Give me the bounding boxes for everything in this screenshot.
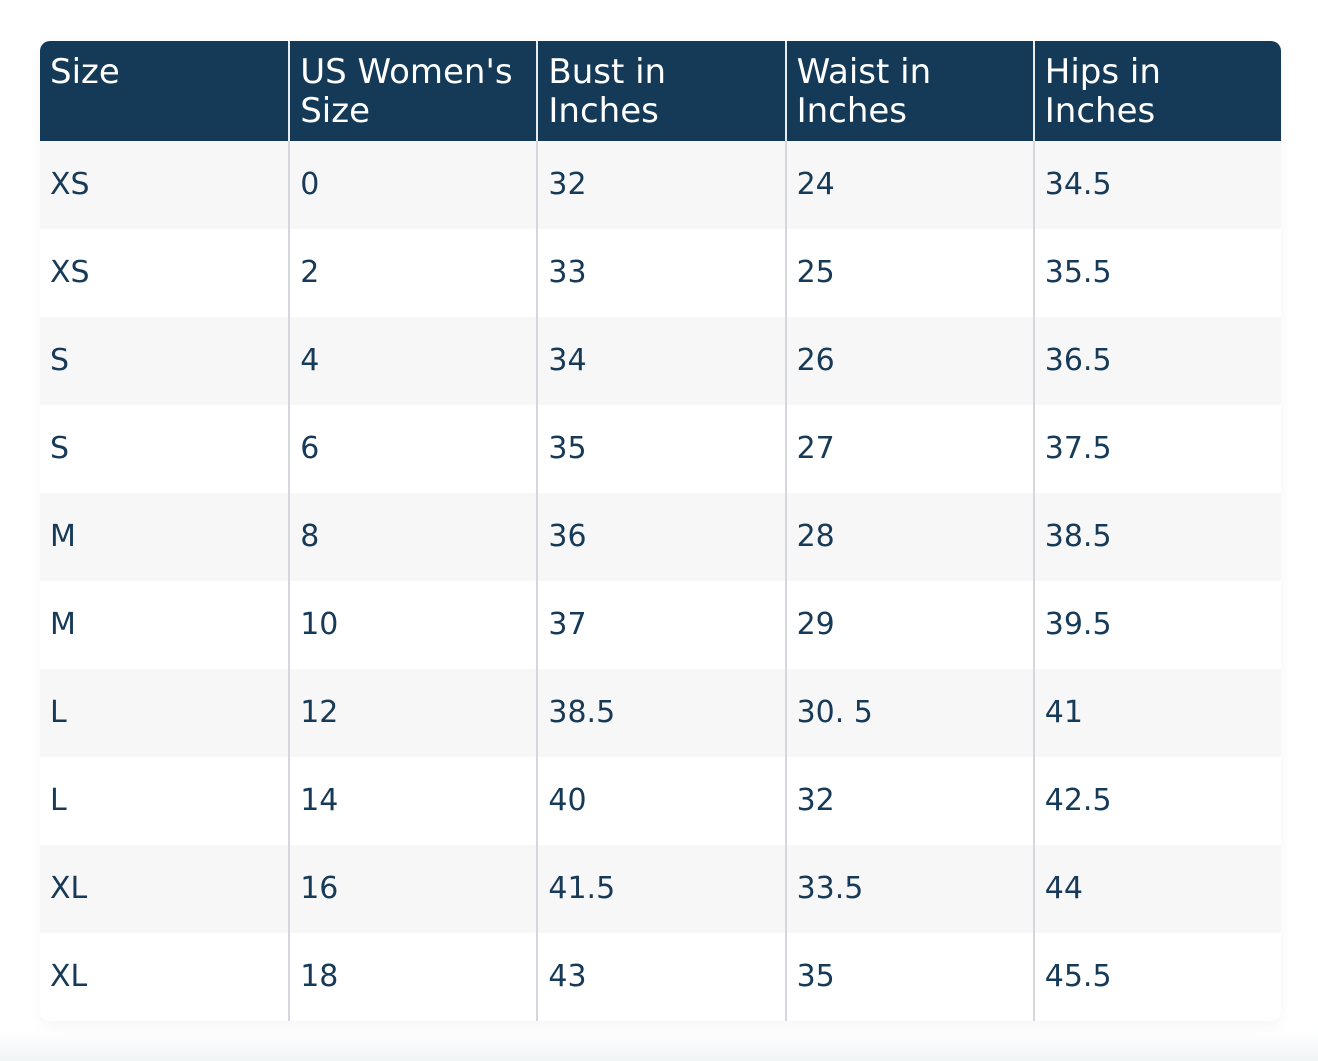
table-body: XS 0 32 24 34.5 XS 2 33 25 35.5 S 4 34 26 36.5 S 6 35 27 37… bbox=[40, 141, 1281, 1021]
header-cell: Hips in Inches bbox=[1032, 41, 1281, 141]
table-cell: 2 bbox=[288, 229, 536, 317]
table-cell: S bbox=[50, 431, 70, 466]
table-cell: 32 bbox=[784, 757, 1033, 845]
table-cell: L bbox=[50, 695, 67, 730]
table-cell: 39.5 bbox=[1032, 581, 1281, 669]
table-cell: 38.5 bbox=[536, 669, 784, 757]
table-cell: L bbox=[50, 783, 67, 818]
table-cell: M bbox=[50, 519, 76, 554]
table-row: S 4 34 26 36.5 bbox=[40, 317, 1281, 405]
table-cell: 37.5 bbox=[1032, 405, 1281, 493]
table-cell: 36 bbox=[536, 493, 784, 581]
table-cell: 14 bbox=[288, 757, 536, 845]
table-cell: XS bbox=[50, 167, 90, 202]
table-row: M 8 36 28 38.5 bbox=[40, 493, 1281, 581]
table-row: XS 0 32 24 34.5 bbox=[40, 141, 1281, 229]
header-cell: Size bbox=[50, 52, 120, 92]
table-cell: 34 bbox=[536, 317, 784, 405]
table-cell: 36.5 bbox=[1032, 317, 1281, 405]
table-cell: 29 bbox=[784, 581, 1033, 669]
table-cell: 40 bbox=[536, 757, 784, 845]
table-cell: 37 bbox=[536, 581, 784, 669]
table-cell: 4 bbox=[288, 317, 536, 405]
table-cell: 6 bbox=[288, 405, 536, 493]
table-cell: S bbox=[50, 343, 70, 378]
table-cell: 16 bbox=[288, 845, 536, 933]
table-row: XS 2 33 25 35.5 bbox=[40, 229, 1281, 317]
table-cell: XL bbox=[50, 871, 88, 906]
table-cell: 0 bbox=[288, 141, 536, 229]
table-row: L 12 38.5 30. 5 41 bbox=[40, 669, 1281, 757]
footer-shade bbox=[0, 1030, 1318, 1061]
table-row: XL 18 43 35 45.5 bbox=[40, 933, 1281, 1021]
table-cell: 12 bbox=[288, 669, 536, 757]
table-cell: 25 bbox=[784, 229, 1033, 317]
table-cell: 27 bbox=[784, 405, 1033, 493]
table-cell: 33.5 bbox=[784, 845, 1033, 933]
table-cell: 32 bbox=[536, 141, 784, 229]
table-cell: 35 bbox=[536, 405, 784, 493]
table-cell: XS bbox=[50, 255, 90, 290]
table-cell: 43 bbox=[536, 933, 784, 1021]
table-row: XL 16 41.5 33.5 44 bbox=[40, 845, 1281, 933]
table-cell: 10 bbox=[288, 581, 536, 669]
table-cell: 26 bbox=[784, 317, 1033, 405]
table-cell: 41.5 bbox=[536, 845, 784, 933]
table-cell: 44 bbox=[1032, 845, 1281, 933]
table-cell: 35 bbox=[784, 933, 1033, 1021]
table-cell: 18 bbox=[288, 933, 536, 1021]
table-cell: 24 bbox=[784, 141, 1033, 229]
table-row: L 14 40 32 42.5 bbox=[40, 757, 1281, 845]
table-cell: 28 bbox=[784, 493, 1033, 581]
size-table: Size US Women's Size Bust in Inches Waist i… bbox=[40, 41, 1281, 1021]
table-cell: 34.5 bbox=[1032, 141, 1281, 229]
table-cell: 45.5 bbox=[1032, 933, 1281, 1021]
table-cell: 42.5 bbox=[1032, 757, 1281, 845]
table-cell: 8 bbox=[288, 493, 536, 581]
table-cell: 30. 5 bbox=[784, 669, 1033, 757]
table-row: S 6 35 27 37.5 bbox=[40, 405, 1281, 493]
header-cell: Waist in Inches bbox=[784, 41, 1033, 141]
table-cell: M bbox=[50, 607, 76, 642]
table-cell: XL bbox=[50, 959, 88, 994]
header-cell: Bust in Inches bbox=[536, 41, 784, 141]
table-cell: 38.5 bbox=[1032, 493, 1281, 581]
header-row: Size US Women's Size Bust in Inches Waist i… bbox=[40, 41, 1281, 141]
table-cell: 41 bbox=[1032, 669, 1281, 757]
table-cell: 33 bbox=[536, 229, 784, 317]
table-cell: 35.5 bbox=[1032, 229, 1281, 317]
header-cell: US Women's Size bbox=[288, 41, 536, 141]
table-row: M 10 37 29 39.5 bbox=[40, 581, 1281, 669]
